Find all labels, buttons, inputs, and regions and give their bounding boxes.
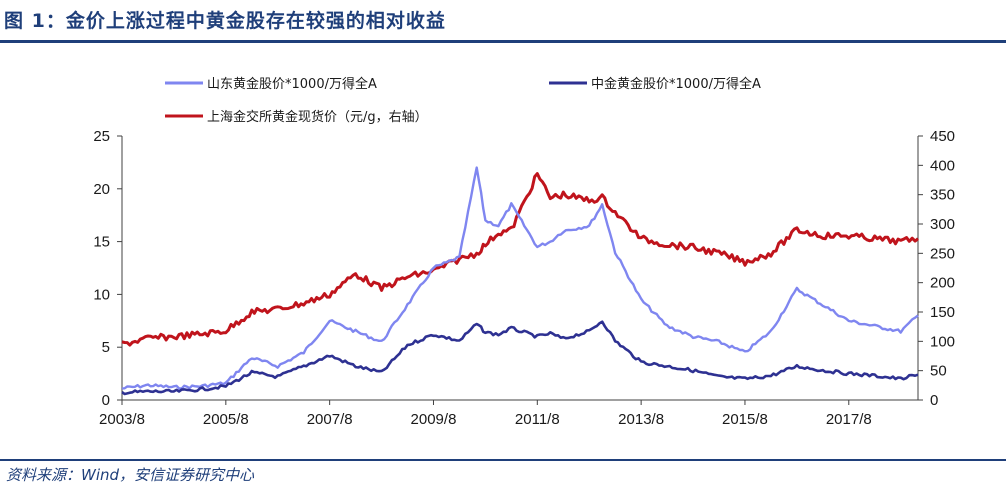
legend-label-gold: 上海金交所黄金现货价（元/g，右轴）	[207, 109, 428, 125]
x-tick-label: 2005/8	[203, 411, 249, 428]
y-right-tick-label: 250	[930, 245, 955, 262]
title-rule	[0, 40, 1006, 43]
y-right-tick-label: 200	[930, 275, 955, 292]
series-line-shandong	[121, 166, 919, 390]
tick-labels: 0510152025050100150200250300350400450200…	[93, 128, 955, 428]
x-tick-label: 2003/8	[99, 411, 145, 428]
y-left-tick-label: 15	[93, 234, 110, 251]
legend: 山东黄金股价*1000/万得全A 中金黄金股价*1000/万得全A 上海金交所黄…	[165, 76, 761, 125]
figure-title: 图 1：金价上涨过程中黄金股存在较强的相对收益	[4, 10, 446, 32]
series-lines	[121, 166, 919, 396]
y-left-tick-label: 5	[102, 339, 110, 356]
y-right-tick-label: 0	[930, 392, 938, 409]
y-right-tick-label: 450	[930, 128, 955, 145]
x-tick-label: 2013/8	[618, 411, 664, 428]
x-tick-label: 2011/8	[515, 411, 560, 428]
x-tick-label: 2009/8	[411, 411, 457, 428]
y-right-tick-label: 150	[930, 304, 955, 321]
footer-rule	[0, 459, 1006, 461]
source-note: 资料来源：Wind，安信证券研究中心	[6, 466, 255, 484]
y-left-tick-label: 0	[102, 392, 110, 409]
series-line-zhongjin	[121, 320, 919, 396]
y-right-tick-label: 400	[930, 157, 955, 174]
y-right-tick-label: 350	[930, 187, 955, 204]
series-line-gold	[121, 172, 919, 347]
x-tick-label: 2015/8	[722, 411, 768, 428]
y-left-tick-label: 10	[93, 286, 110, 303]
legend-label-zhongjin: 中金黄金股价*1000/万得全A	[591, 76, 761, 92]
x-tick-label: 2007/8	[307, 411, 353, 428]
line-chart: 山东黄金股价*1000/万得全A 中金黄金股价*1000/万得全A 上海金交所黄…	[93, 76, 955, 428]
y-left-tick-label: 20	[93, 181, 110, 198]
y-right-tick-label: 50	[930, 363, 947, 380]
y-right-tick-label: 300	[930, 216, 955, 233]
x-tick-label: 2017/8	[826, 411, 872, 428]
legend-label-shandong: 山东黄金股价*1000/万得全A	[207, 76, 377, 92]
y-left-tick-label: 25	[93, 128, 110, 145]
y-right-tick-label: 100	[930, 333, 955, 350]
axes	[117, 135, 923, 405]
